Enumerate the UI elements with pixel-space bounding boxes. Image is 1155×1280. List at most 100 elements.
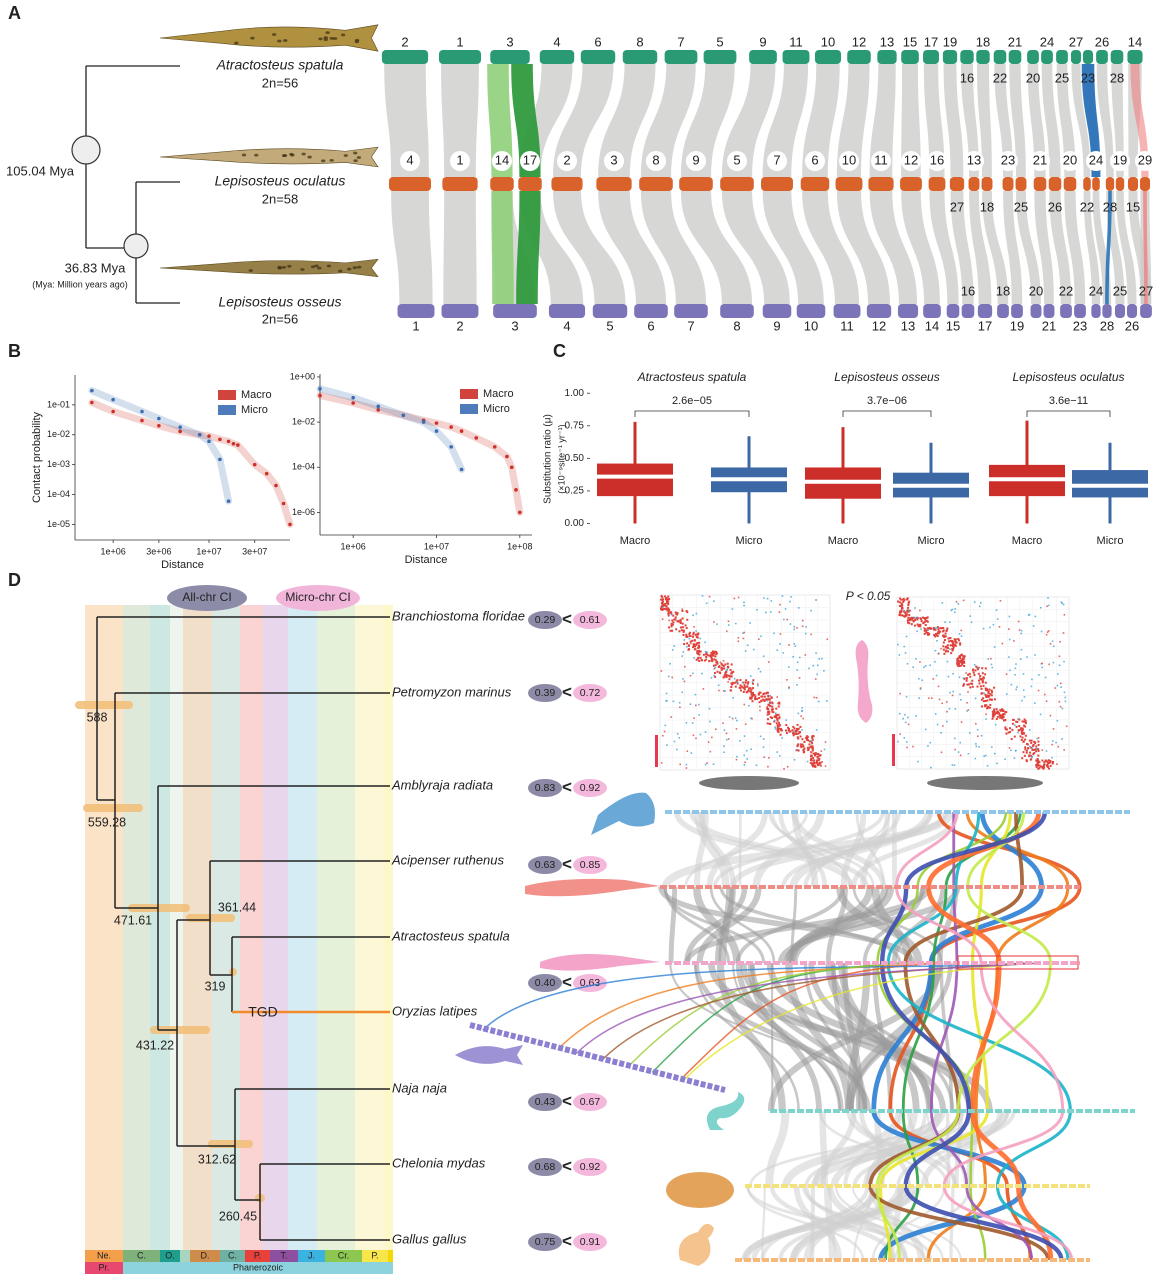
label-background: [767, 151, 787, 171]
heatmap-cell: [792, 734, 795, 737]
heatmap-cell: [929, 627, 932, 630]
heatmap-cell: [719, 661, 722, 664]
data-point: [226, 439, 231, 444]
heatmap-cell: [977, 667, 980, 669]
heatmap-cell: [812, 752, 815, 755]
chromosome-label: 9: [692, 152, 699, 167]
heatmap-cell: [968, 672, 971, 675]
heatmap-cell: [981, 681, 984, 684]
ci-value: 0.63: [535, 859, 556, 871]
heatmap-cell: [963, 661, 966, 664]
heatmap-cell: [1014, 724, 1016, 726]
synteny-link-highlight: [575, 962, 1040, 1055]
heatmap-cell: [1013, 735, 1016, 738]
heatmap-cell: [765, 698, 768, 701]
chromosome-label: 28: [1103, 199, 1117, 214]
label-background: [901, 151, 921, 171]
facet-title: Lepisosteus oculatus: [1012, 370, 1124, 384]
ci-value: 0.72: [580, 687, 601, 699]
heatmap-cell: [946, 660, 949, 663]
period-label: Cr.: [338, 1250, 350, 1260]
heatmap-cell: [715, 661, 718, 664]
heatmap-cell: [723, 745, 725, 748]
heatmap-cell: [779, 755, 781, 757]
synteny-ribbon: [836, 191, 890, 304]
panel-label: B: [8, 341, 21, 361]
synteny-link: [891, 886, 946, 964]
chromosome-label: 22: [1080, 199, 1094, 214]
x-tick-label: Macro: [620, 535, 651, 547]
heatmap-cell: [975, 722, 977, 725]
heatmap-cell: [698, 703, 700, 706]
heatmap-cell: [803, 740, 806, 743]
node-age-interval: [128, 904, 190, 912]
heatmap-cell: [769, 705, 772, 708]
label-background: [1135, 151, 1155, 171]
heatmap-cell: [774, 716, 777, 719]
heatmap-cell: [725, 738, 728, 741]
heatmap-cell: [957, 663, 960, 666]
heatmap-cell: [763, 756, 766, 759]
heatmap-cell: [948, 640, 951, 643]
heatmap-cell: [757, 692, 760, 695]
chromosome-block: [1056, 50, 1068, 64]
heatmap-cell: [679, 618, 682, 621]
heatmap-cell: [743, 631, 746, 634]
heatmap-cell: [912, 666, 915, 669]
chromosome-block: [868, 177, 894, 191]
heatmap-cell: [919, 688, 922, 690]
divergence-note: (Mya: Million years ago): [32, 279, 128, 289]
heatmap-cell: [722, 722, 724, 725]
heatmap-cell: [777, 728, 780, 731]
x-tick-label: 1e+06: [101, 546, 126, 556]
heatmap-cell: [747, 681, 750, 684]
trend-band: [88, 387, 233, 505]
data-point: [434, 421, 439, 425]
heatmap-cell: [1008, 747, 1011, 749]
chromosome-label: 19: [1010, 318, 1024, 333]
heatmap-cell: [797, 737, 800, 740]
heatmap-cell: [685, 627, 688, 630]
heatmap-cell: [1035, 764, 1038, 767]
heatmap-cell: [730, 672, 733, 675]
synteny-link: [855, 811, 886, 888]
x-tick-label: 1e+06: [341, 541, 366, 551]
heatmap-cell: [808, 743, 811, 746]
heatmap-cell: [698, 659, 701, 662]
heatmap-cell: [942, 648, 945, 651]
heatmap-cell: [703, 659, 706, 662]
heatmap-cell: [993, 708, 996, 711]
heatmap-cell: [899, 610, 902, 613]
heatmap-cell: [811, 738, 814, 741]
heatmap-cell: [925, 617, 928, 620]
heatmap-cell: [951, 694, 954, 697]
heatmap-cell: [990, 694, 993, 697]
fish-spot: [283, 39, 288, 42]
fish-spot: [307, 155, 312, 159]
heatmap-cell: [693, 648, 696, 651]
heatmap-cell: [1024, 734, 1027, 737]
data-point: [351, 395, 355, 400]
heatmap-cell: [693, 645, 696, 648]
heatmap-cell: [1036, 762, 1039, 765]
heatmap-cell: [1017, 731, 1019, 734]
ci-pill: [528, 1158, 562, 1176]
fish-spot: [321, 159, 326, 163]
heatmap-cell: [1022, 689, 1025, 691]
fish-spot: [317, 266, 322, 270]
heatmap-cell: [695, 658, 698, 661]
heatmap-cell: [1018, 718, 1021, 721]
y-tick-label: 1e-02: [47, 429, 70, 439]
heatmap-cell: [1045, 750, 1048, 752]
heatmap-cell: [767, 698, 770, 701]
heatmap-cell: [775, 707, 778, 710]
synteny-ribbon-highlight: [1105, 191, 1112, 304]
heatmap-cell: [743, 703, 746, 706]
data-point: [449, 445, 453, 449]
heatmap-cell: [1051, 761, 1054, 764]
heatmap-cell: [1062, 632, 1065, 634]
heatmap-cell: [926, 616, 929, 619]
heatmap-cell: [805, 738, 808, 741]
chromosome-label: 10: [804, 318, 818, 333]
heatmap-cell: [793, 628, 796, 631]
